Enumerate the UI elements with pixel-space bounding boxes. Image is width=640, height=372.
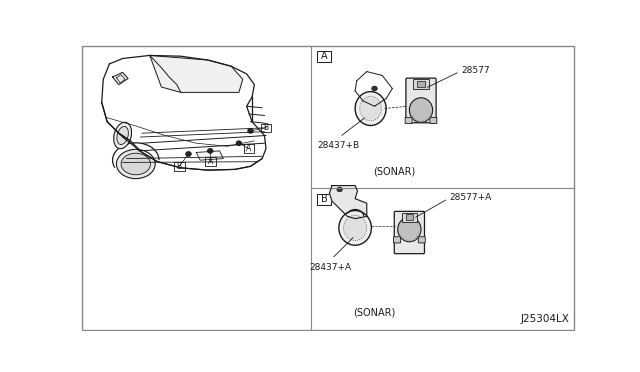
Text: A: A bbox=[246, 144, 252, 153]
FancyBboxPatch shape bbox=[406, 78, 436, 123]
Text: (SONAR): (SONAR) bbox=[353, 308, 396, 318]
Text: 28437+A: 28437+A bbox=[309, 263, 351, 272]
Polygon shape bbox=[330, 186, 367, 219]
Ellipse shape bbox=[410, 98, 433, 122]
Bar bbox=[402, 212, 417, 222]
Ellipse shape bbox=[344, 215, 367, 241]
Polygon shape bbox=[196, 151, 223, 160]
Ellipse shape bbox=[397, 217, 421, 242]
Text: 28577: 28577 bbox=[461, 65, 490, 74]
Ellipse shape bbox=[355, 92, 386, 125]
FancyBboxPatch shape bbox=[394, 211, 424, 254]
Ellipse shape bbox=[117, 126, 129, 145]
Text: 28437+B: 28437+B bbox=[317, 141, 359, 150]
Ellipse shape bbox=[236, 141, 241, 145]
Bar bbox=[205, 157, 216, 166]
Bar bbox=[317, 194, 331, 205]
Bar bbox=[260, 124, 271, 132]
Bar bbox=[413, 79, 429, 89]
FancyBboxPatch shape bbox=[430, 118, 437, 124]
Bar bbox=[174, 162, 184, 170]
Ellipse shape bbox=[207, 148, 213, 153]
Text: (SONAR): (SONAR) bbox=[372, 167, 415, 177]
Ellipse shape bbox=[116, 150, 155, 179]
Ellipse shape bbox=[121, 153, 150, 175]
FancyBboxPatch shape bbox=[394, 237, 401, 243]
Bar bbox=[244, 144, 254, 153]
Text: B: B bbox=[321, 195, 328, 204]
Text: 28577+A: 28577+A bbox=[450, 193, 492, 202]
Text: A: A bbox=[207, 157, 213, 166]
Text: J25304LX: J25304LX bbox=[521, 314, 570, 324]
Text: A: A bbox=[321, 51, 328, 61]
Ellipse shape bbox=[339, 211, 371, 245]
Ellipse shape bbox=[186, 152, 191, 156]
Ellipse shape bbox=[248, 129, 253, 133]
Ellipse shape bbox=[372, 86, 377, 91]
Ellipse shape bbox=[114, 122, 132, 149]
Ellipse shape bbox=[360, 96, 381, 121]
Text: B: B bbox=[177, 162, 182, 171]
Bar bbox=[317, 51, 331, 62]
Polygon shape bbox=[113, 73, 128, 85]
FancyBboxPatch shape bbox=[405, 118, 412, 124]
Ellipse shape bbox=[337, 187, 342, 192]
FancyBboxPatch shape bbox=[419, 237, 425, 243]
Text: B: B bbox=[264, 123, 269, 132]
Bar bbox=[406, 214, 413, 220]
Polygon shape bbox=[150, 55, 243, 92]
Bar bbox=[417, 81, 425, 87]
